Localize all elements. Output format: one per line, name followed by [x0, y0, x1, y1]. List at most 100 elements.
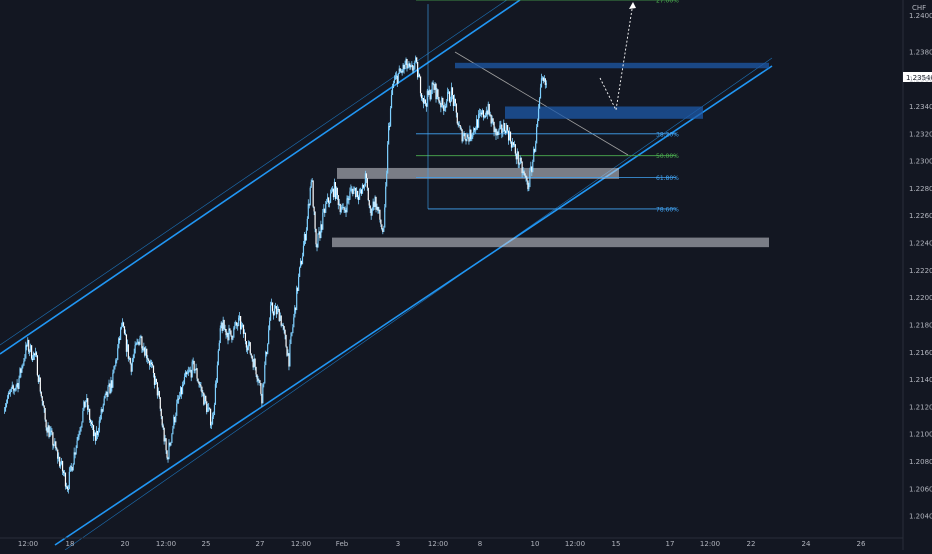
candle-body [310, 182, 312, 188]
candle-body [160, 408, 162, 417]
candle-body [499, 125, 501, 130]
candle-body [419, 76, 422, 94]
candle-body [126, 344, 128, 352]
candle-body [364, 173, 366, 187]
candle-body [244, 332, 247, 342]
candle-body [149, 361, 151, 366]
candle-body [137, 341, 139, 343]
candle-body [454, 98, 456, 104]
candle-body [479, 112, 482, 114]
projection-annotations [599, 2, 636, 112]
candle-body [69, 466, 71, 472]
candle-body [371, 210, 373, 216]
candle-body [322, 212, 324, 230]
candle-body [412, 64, 414, 71]
candle-body [352, 188, 354, 195]
candle-body [114, 366, 116, 370]
channel-lower-line [54, 65, 773, 546]
candle-body [178, 398, 180, 400]
candle-body [124, 333, 127, 335]
candle-body [423, 99, 426, 104]
candle-body [73, 452, 75, 465]
candle-body [168, 442, 170, 460]
candle-body [336, 187, 338, 196]
price-tick-label: 1.20600 [909, 485, 932, 493]
candle-body [27, 339, 29, 347]
candle-body [150, 362, 152, 366]
candle-body [229, 328, 231, 331]
candle-body [280, 315, 282, 326]
candle-body [312, 180, 314, 207]
candle-body [522, 171, 524, 174]
candle-body [435, 83, 437, 100]
candle-body [392, 83, 395, 89]
candle-body [250, 353, 252, 356]
candle-body [285, 334, 287, 347]
time-tick-label: 10 [531, 540, 540, 548]
candle-body [297, 287, 299, 291]
candle-body [79, 431, 81, 435]
candle-body [332, 188, 335, 198]
candle-body [406, 58, 408, 69]
candle-body [268, 330, 270, 345]
candle-body [453, 98, 456, 107]
time-tick-label: 20 [121, 540, 130, 548]
candle-body [534, 149, 536, 152]
candle-body [172, 428, 174, 435]
candle-body [339, 203, 341, 213]
candle-body [75, 448, 77, 455]
candle-body [253, 358, 255, 368]
candle-body [249, 342, 251, 354]
candle-body [329, 193, 332, 203]
candle-body [139, 338, 141, 345]
candle-body [316, 244, 318, 248]
candle-body [21, 366, 23, 373]
candle-body [204, 395, 206, 405]
candle-body [227, 332, 229, 341]
candle-body [365, 173, 367, 179]
candle-body [40, 391, 42, 397]
candle-body [216, 365, 218, 383]
candle-body [256, 374, 258, 379]
candle-body [182, 384, 185, 386]
candle-body [309, 187, 311, 206]
candle-body [443, 105, 445, 111]
candle-body [393, 79, 396, 84]
candle-body [185, 372, 188, 375]
candle-body [51, 430, 53, 433]
candle-body [234, 325, 236, 329]
candle-body [350, 188, 352, 192]
candle-body [221, 322, 223, 331]
candle-body [98, 420, 100, 433]
candle-body [335, 187, 337, 199]
candle-body [292, 327, 294, 334]
candle-body [212, 415, 215, 417]
candle-body [141, 336, 143, 349]
price-tick-label: 1.20800 [909, 458, 932, 466]
candle-body [8, 393, 10, 394]
candle-body [101, 409, 103, 412]
candle-body [259, 380, 261, 384]
candle-body [375, 196, 377, 210]
time-tick-label: 12:00 [291, 540, 311, 548]
candle-body [226, 332, 228, 336]
candle-body [30, 345, 32, 352]
candle-body [262, 384, 264, 404]
candle-body [239, 315, 241, 318]
candle-body [389, 108, 392, 127]
candle-body [441, 97, 443, 108]
candle-body [403, 64, 405, 69]
candle-body [295, 307, 297, 311]
time-tick-label: 12:00 [700, 540, 720, 548]
candle-body [131, 362, 133, 372]
candle-body [142, 348, 144, 351]
candle-body [514, 144, 516, 154]
candle-body [127, 344, 129, 359]
candle-body [209, 407, 211, 409]
candle-body [308, 204, 310, 206]
candle-body [152, 365, 155, 374]
candle-body [378, 209, 380, 212]
candle-body [151, 364, 154, 366]
